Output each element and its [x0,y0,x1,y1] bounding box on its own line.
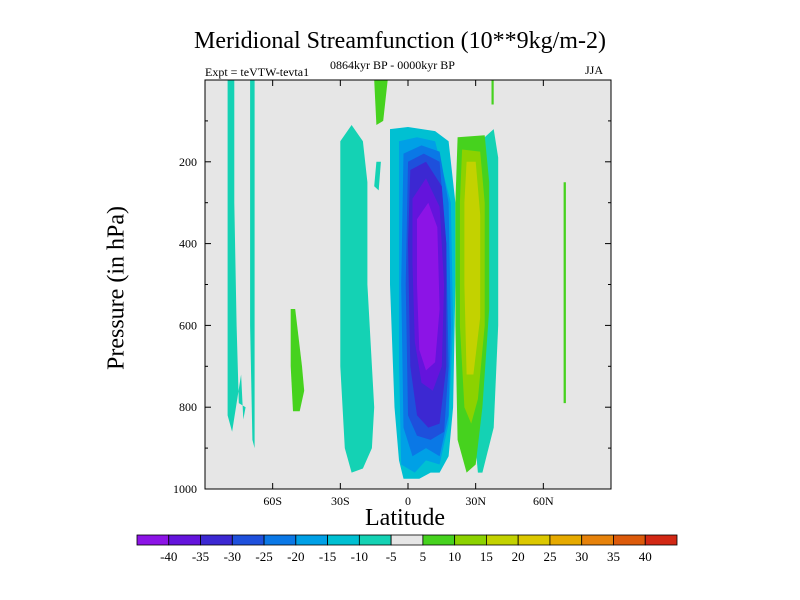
colorbar-label-35: 35 [607,549,620,564]
y-tick-label-1000: 1000 [173,482,197,496]
contour-region-nh-thin-line [563,182,566,404]
colorbar-box-10 [454,534,487,546]
colorbar-label--40: -40 [160,549,177,564]
colorbar-label--35: -35 [192,549,209,564]
colorbar-box-8 [390,534,424,546]
colorbar-box-0 [136,534,170,546]
x-tick-label-30N: 30N [465,494,486,508]
colorbar-box-4 [263,534,297,546]
colorbar-label-5: 5 [420,549,427,564]
x-axis-label: Latitude [365,505,445,531]
y-tick-label-800: 800 [179,400,197,414]
colorbar-label-10: 10 [448,549,461,564]
colorbar-label--20: -20 [287,549,304,564]
contour-region-eq-cell-m40 [417,202,440,371]
colorbar-label--25: -25 [255,549,272,564]
contour-region-south-patch-a [374,161,381,191]
x-tick-label-0: 0 [405,494,411,508]
colorbar-label--15: -15 [319,549,336,564]
colorbar-box-5 [295,534,328,546]
x-tick-label-60S: 60S [263,494,282,508]
contour-region-cap-north-b [491,80,494,105]
colorbar-box-9 [422,534,456,546]
contour-region-cap-north-a [374,80,388,125]
contour-region-nh-pos-15 [464,161,481,375]
x-tick-label-60N: 60N [533,494,554,508]
colorbar-box-6 [327,534,360,546]
colorbar-box-15 [613,534,646,546]
colorbar-box-2 [200,534,233,546]
colorbar-box-14 [581,534,614,546]
colorbar-box-1 [168,534,201,546]
contour-region-upper-band-1 [227,80,246,432]
chart-title: Meridional Streamfunction (10**9kg/m-2) [194,28,606,54]
y-tick-label-400: 400 [179,237,197,251]
y-tick-label-200: 200 [179,155,197,169]
colorbar-label-15: 15 [480,549,493,564]
colorbar-label--5: -5 [386,549,397,564]
chart-subtitle-period: 0864kyr BP - 0000kyr BP [330,58,455,72]
colorbar-label-20: 20 [512,549,525,564]
colorbar-box-12 [517,534,551,546]
colorbar-box-16 [644,534,678,546]
colorbar-box-11 [486,534,519,546]
colorbar-label-25: 25 [543,549,556,564]
colorbar-box-3 [231,534,265,546]
colorbar-box-7 [358,534,392,546]
colorbar-label--10: -10 [351,549,368,564]
colorbar-label--30: -30 [224,549,241,564]
chart-subtitle-season: JJA [585,63,604,77]
colorbar-box-13 [549,534,583,546]
contour-region-upper-band-2 [250,80,255,449]
x-tick-label-30S: 30S [331,494,350,508]
colorbar-label-40: 40 [639,549,652,564]
contour-region-southern-cell [340,125,375,473]
contour-region-sh-pos [290,309,305,412]
y-tick-label-600: 600 [179,318,197,332]
colorbar-label-30: 30 [575,549,588,564]
chart-subtitle-expt: Expt = teVTW-tevta1 [205,65,310,79]
